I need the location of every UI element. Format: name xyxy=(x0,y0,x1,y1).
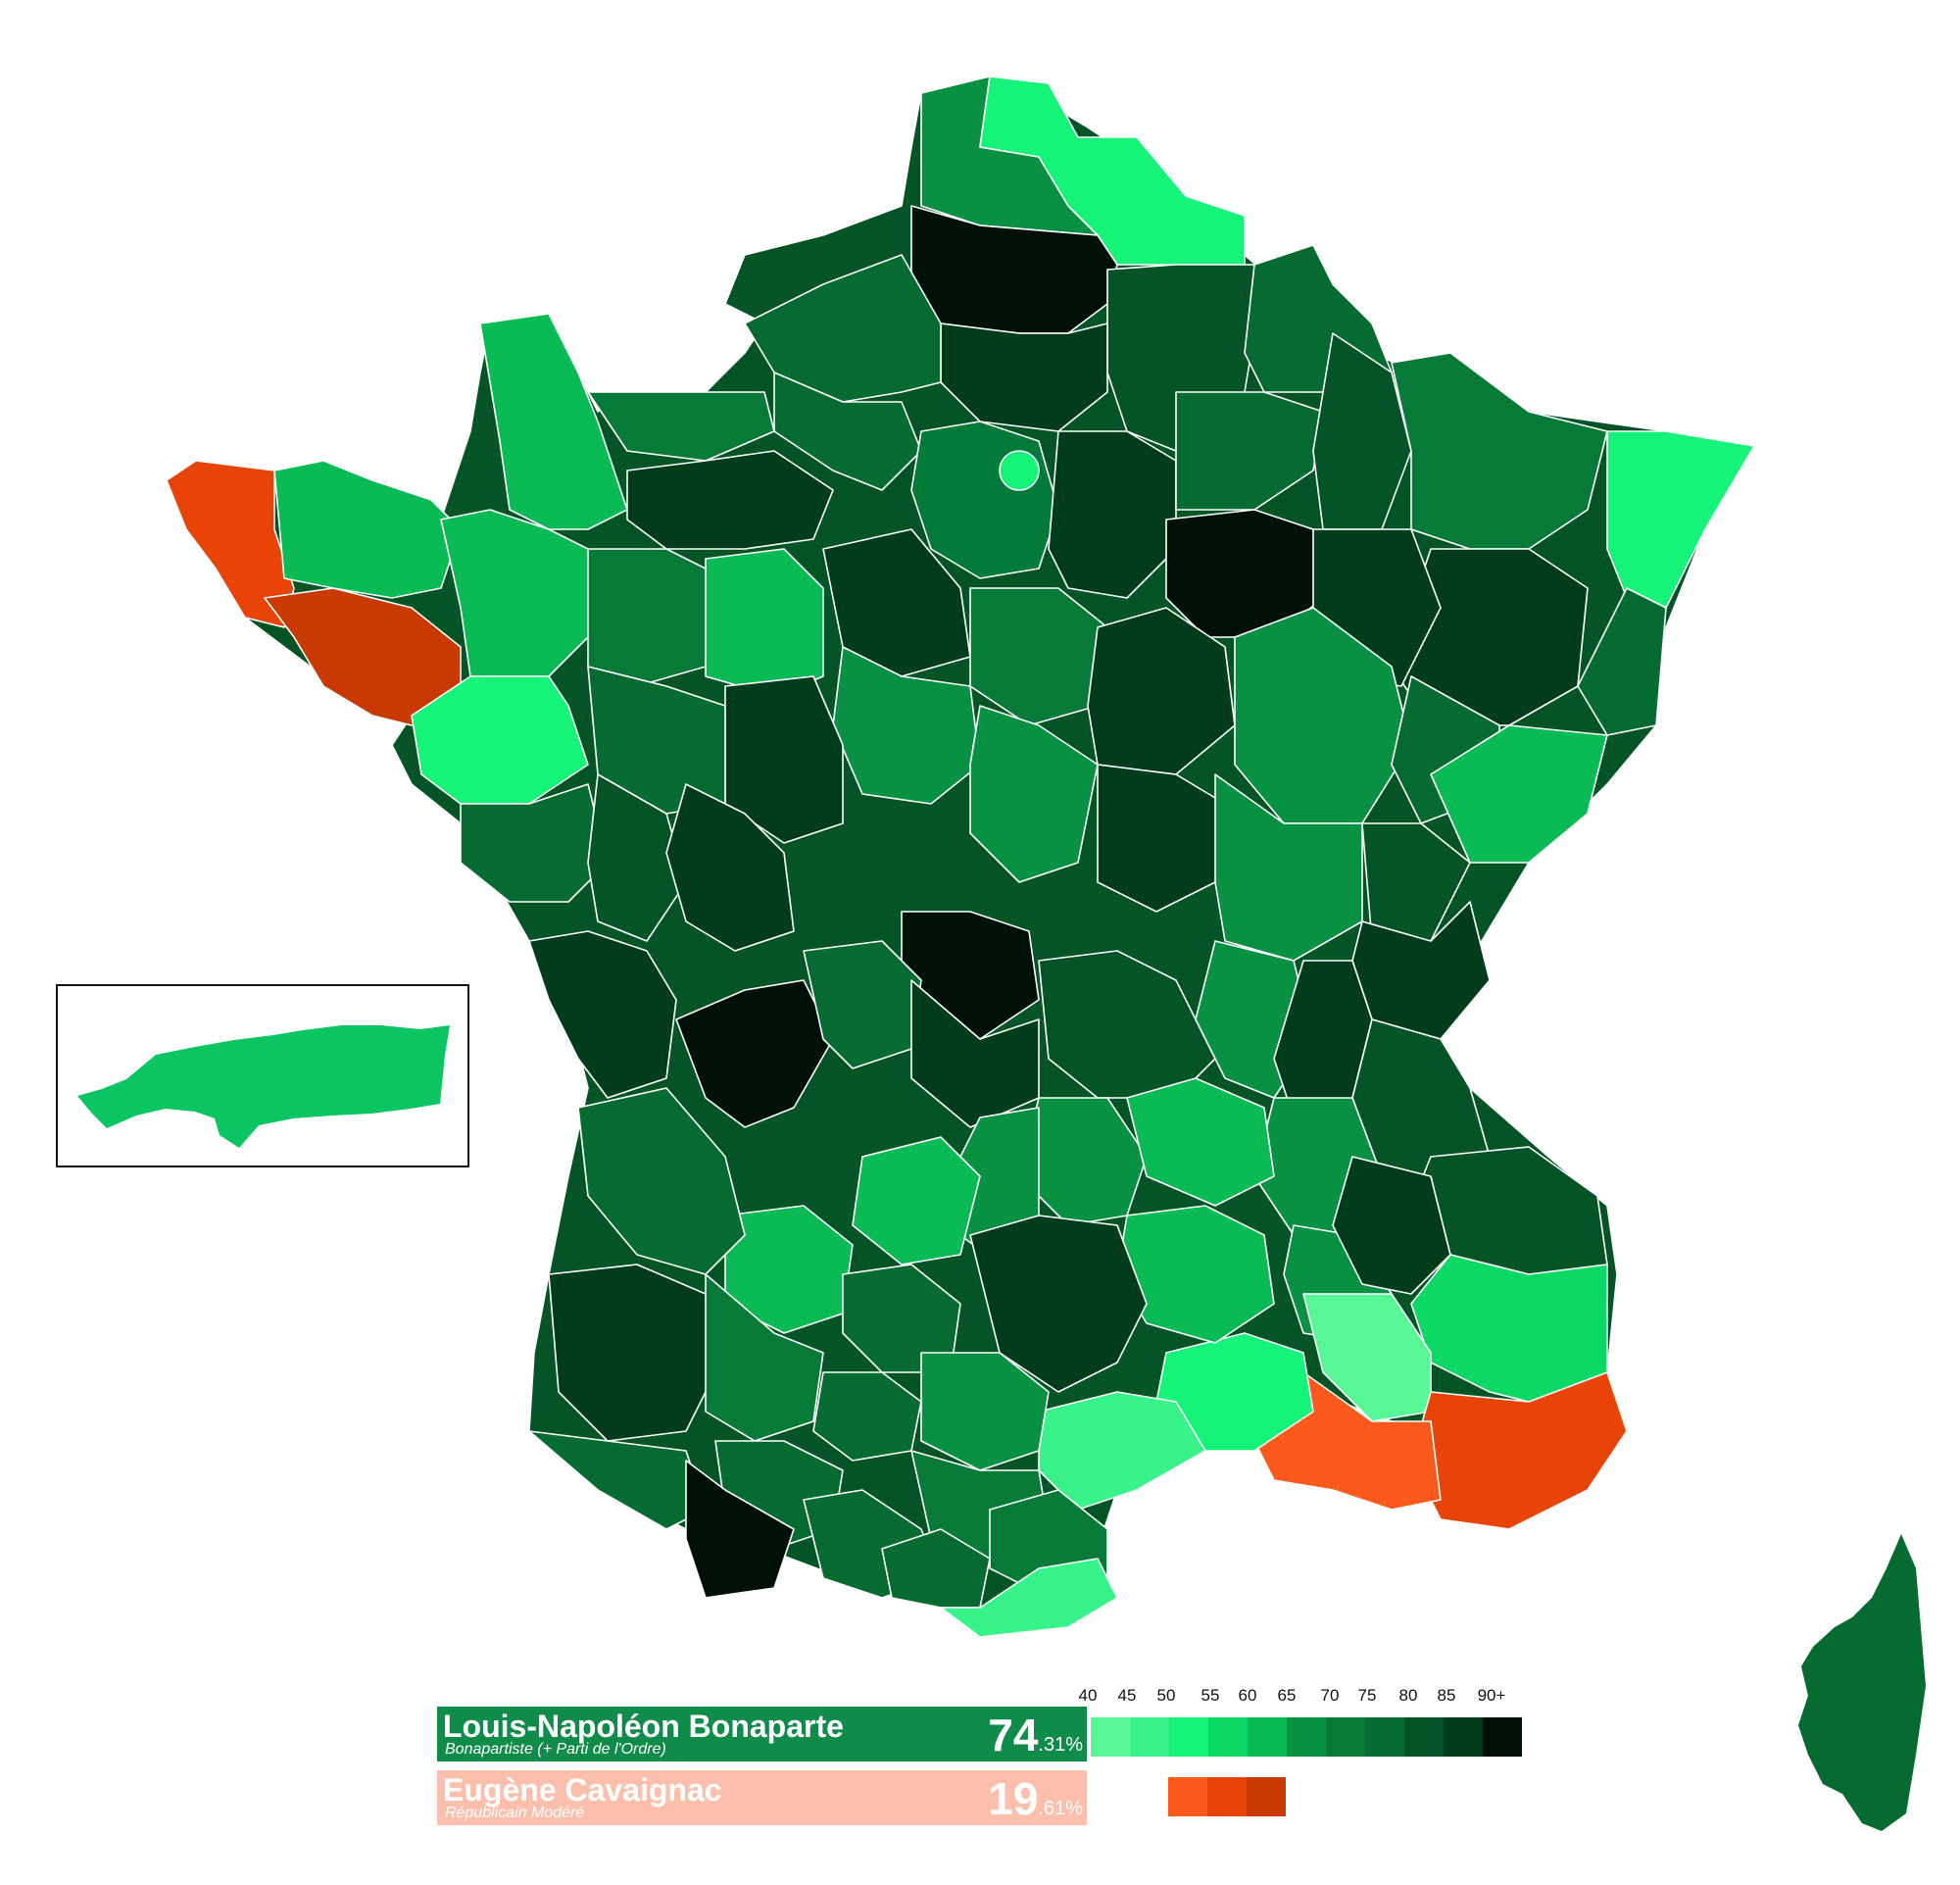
legend-tick: 85 xyxy=(1437,1686,1456,1705)
dept-charente xyxy=(675,979,834,1128)
dept-manche xyxy=(479,313,628,530)
dept-vendee xyxy=(460,783,609,903)
percent-integer: 74 xyxy=(988,1710,1039,1761)
legend-scale-cavaignac xyxy=(1168,1777,1286,1816)
dept-haut-rhin xyxy=(1577,587,1667,736)
dept-oise xyxy=(940,322,1108,432)
dept-aveyron xyxy=(920,1352,1050,1471)
candidate-party: Républicain Modéré xyxy=(445,1805,585,1821)
dept-gironde xyxy=(577,1087,746,1275)
dept-saone-et-loire xyxy=(1214,773,1363,962)
percent-decimal: .61% xyxy=(1038,1798,1083,1819)
dept-mayenne xyxy=(587,548,707,687)
legend-swatch xyxy=(1326,1717,1365,1757)
dept-haute-savoie-south xyxy=(1332,1156,1451,1295)
dept-seine-et-marne xyxy=(1048,430,1177,599)
dept-paris xyxy=(999,450,1040,491)
dept-jura xyxy=(1361,822,1471,942)
percent-integer: 19 xyxy=(988,1773,1039,1824)
legend-swatch xyxy=(1168,1777,1207,1816)
candidate-cavaignac: Eugène Cavaignac Républicain Modéré 19.6… xyxy=(437,1770,1087,1825)
legend-tick: 40 xyxy=(1078,1686,1098,1705)
dept-orne xyxy=(626,450,834,550)
legend-swatch xyxy=(1247,1777,1286,1816)
legend-swatch xyxy=(1483,1717,1522,1757)
legend-tick: 55 xyxy=(1200,1686,1220,1705)
legend-swatch xyxy=(1208,1717,1248,1757)
candidate-percent: 74.31% xyxy=(988,1709,1083,1761)
legend-tick: 75 xyxy=(1357,1686,1377,1705)
legend-swatch xyxy=(1365,1717,1404,1757)
legend-swatch xyxy=(1130,1717,1169,1757)
legend-tick: 70 xyxy=(1320,1686,1340,1705)
legend-tick: 80 xyxy=(1398,1686,1418,1705)
dept-yonne xyxy=(1087,607,1236,775)
dept-eure xyxy=(773,372,922,491)
legend-swatch xyxy=(1287,1717,1326,1757)
legend-scale-bonaparte xyxy=(1091,1717,1522,1757)
legend-tick: 45 xyxy=(1117,1686,1137,1705)
dept-hautes-pyrenees xyxy=(685,1460,795,1599)
dept-lot-et-garonne xyxy=(705,1273,824,1442)
dept-vienne xyxy=(665,783,795,952)
dept-cher xyxy=(969,705,1099,883)
dept-correze xyxy=(852,1136,981,1265)
dept-sarthe xyxy=(705,548,824,697)
dept-moselle xyxy=(1391,352,1608,550)
legend-swatch xyxy=(1207,1777,1247,1816)
legend-swatch xyxy=(1091,1717,1130,1757)
inset-region xyxy=(77,1025,450,1148)
candidate-name: Eugène Cavaignac xyxy=(443,1772,722,1808)
candidate-bonaparte: Louis-Napoléon Bonaparte Bonapartiste (+… xyxy=(437,1707,1087,1761)
dept-haute-loire xyxy=(1126,1077,1275,1207)
dept-lozere xyxy=(969,1215,1148,1393)
candidate-percent: 19.61% xyxy=(988,1772,1083,1825)
legend-tick: 65 xyxy=(1277,1686,1297,1705)
dept-cote-dor xyxy=(1234,607,1412,824)
candidate-name: Louis-Napoléon Bonaparte xyxy=(443,1709,844,1744)
dept-cotes-du-nord xyxy=(273,460,462,599)
dept-marne xyxy=(1175,391,1324,511)
dept-landes xyxy=(548,1264,716,1442)
inset-frame xyxy=(56,984,469,1167)
dept-deux-sevres xyxy=(587,773,687,942)
legend-swatch xyxy=(1169,1717,1208,1757)
dept-bas-rhin xyxy=(1606,430,1755,609)
candidate-party: Bonapartiste (+ Parti de l'Ordre) xyxy=(445,1741,666,1758)
legend-tick: 90+ xyxy=(1477,1686,1506,1705)
legend-swatch xyxy=(1248,1717,1287,1757)
legend-swatch xyxy=(1404,1717,1444,1757)
dept-loire-inferieure xyxy=(411,675,589,805)
dept-pyrenees-orientales xyxy=(940,1558,1118,1638)
percent-decimal: .31% xyxy=(1038,1734,1083,1756)
dept-charente-inf xyxy=(528,930,677,1099)
legend-tick: 50 xyxy=(1156,1686,1176,1705)
legend-tick: 60 xyxy=(1238,1686,1257,1705)
dept-herault xyxy=(1038,1391,1206,1511)
legend-swatch xyxy=(1444,1717,1483,1757)
inset-map xyxy=(77,1025,450,1148)
